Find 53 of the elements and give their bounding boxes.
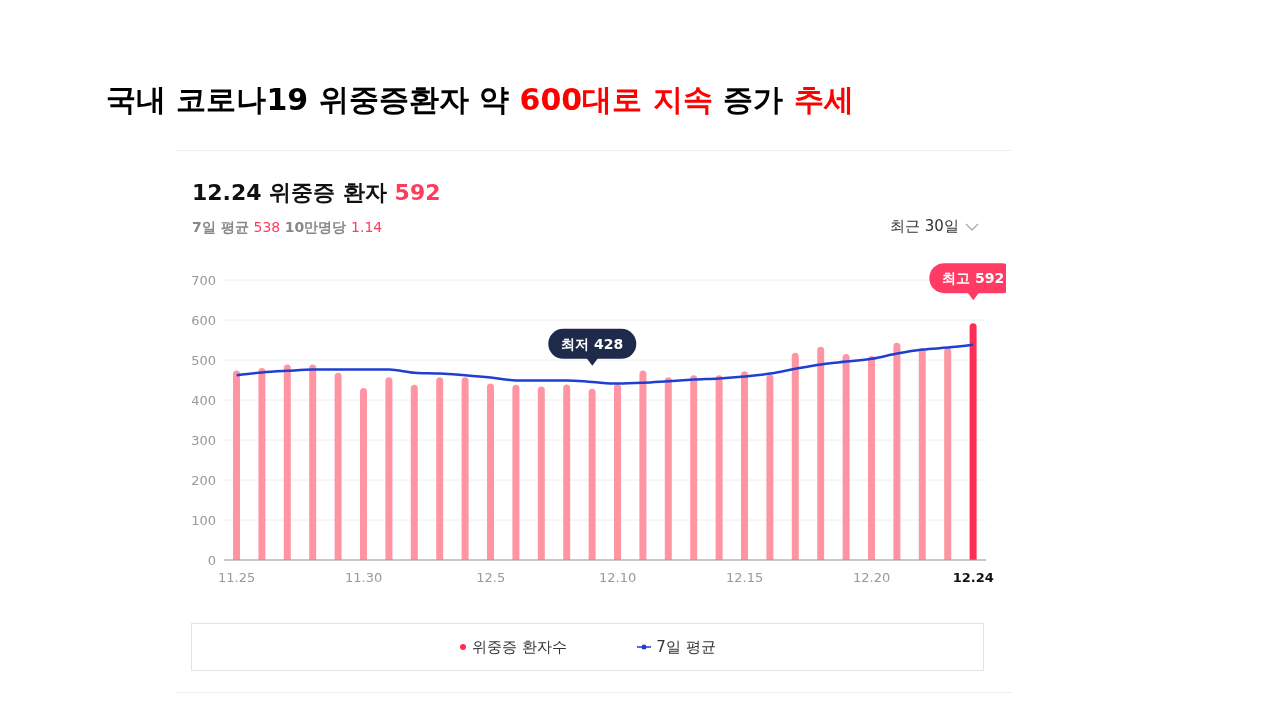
- bar: [842, 354, 850, 560]
- bar: [639, 370, 647, 560]
- x-tick-label: 12.20: [853, 570, 891, 585]
- bar: [385, 377, 393, 560]
- bar: [537, 386, 545, 560]
- bar: [791, 352, 799, 560]
- bar: [512, 384, 520, 560]
- bar: [436, 377, 444, 560]
- bar: [893, 342, 901, 560]
- x-tick-label: 11.25: [218, 570, 256, 585]
- text: 최근 30일: [890, 217, 959, 236]
- y-tick-label: 200: [191, 472, 216, 488]
- x-tick-label: 12.5: [476, 570, 506, 585]
- bar: [715, 375, 723, 560]
- annotation: 최저 428: [561, 335, 624, 352]
- text: 7일 평균 538 10만명당 1.14: [192, 219, 383, 235]
- y-tick-label: 0: [207, 552, 216, 568]
- bar: [944, 347, 952, 560]
- chart-title: 국내 코로나19 위중증환자 약 600대로 지속 증가 추세: [106, 82, 854, 117]
- annotation: 최고 592: [942, 270, 1005, 287]
- bar: [614, 384, 621, 560]
- bar: [868, 356, 875, 560]
- x-tick-label: 12.15: [726, 570, 764, 585]
- bar: [741, 371, 748, 560]
- legend-label: 7일 평균: [655, 637, 716, 657]
- y-tick-label: 600: [191, 312, 216, 328]
- bar: [258, 368, 266, 560]
- chart-subtitle: 12.24 위중증 환자 592: [192, 180, 441, 205]
- bar: [664, 377, 672, 560]
- bar: [918, 348, 926, 560]
- bar: [690, 375, 698, 560]
- y-tick-label: 100: [191, 512, 216, 528]
- bar: [461, 377, 469, 560]
- bar: [233, 370, 240, 560]
- legend-label: 위중증 환자수: [471, 637, 568, 657]
- y-tick-label: 300: [191, 432, 216, 448]
- x-tick-label: 11.30: [345, 570, 383, 585]
- bar: [309, 364, 317, 560]
- x-tick-label: 12.24: [952, 570, 994, 585]
- bar: [487, 383, 494, 560]
- bar: [410, 384, 418, 560]
- y-tick-label: 500: [191, 352, 216, 368]
- y-tick-label: 400: [191, 392, 216, 408]
- bar: [360, 388, 367, 560]
- x-tick-label: 12.10: [599, 570, 637, 585]
- y-tick-label: 700: [191, 272, 216, 288]
- bar: [766, 374, 774, 560]
- bar: [969, 323, 977, 560]
- bar: [283, 364, 291, 560]
- bar: [334, 372, 342, 560]
- bar: [817, 346, 825, 560]
- bar: [588, 388, 596, 560]
- bar: [563, 384, 571, 560]
